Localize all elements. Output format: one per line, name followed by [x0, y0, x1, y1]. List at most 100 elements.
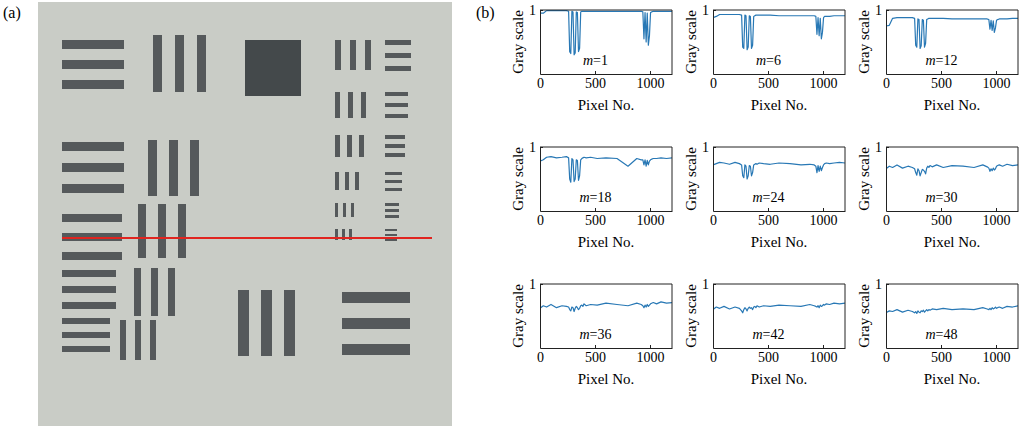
- x-tick-label: 0: [537, 213, 544, 228]
- annotation-symbol: m: [579, 327, 589, 342]
- target-bar: [62, 163, 124, 172]
- x-tick-label: 500: [585, 350, 606, 365]
- x-tick: 500: [585, 208, 606, 228]
- y-tick-mark: [713, 147, 716, 148]
- panel-label: (a): [3, 4, 21, 22]
- y-tick-mark: [886, 10, 889, 11]
- x-tick-mark: [650, 71, 651, 74]
- x-tick: 500: [585, 71, 606, 91]
- x-tick-label: 0: [710, 350, 717, 365]
- target-bar: [365, 40, 371, 70]
- plot-frame: [540, 284, 672, 348]
- x-tick: 500: [931, 345, 952, 365]
- x-tick: 1000: [637, 208, 665, 228]
- target-bars: [62, 35, 411, 360]
- profile-line: [62, 237, 432, 239]
- x-axis-line: [541, 211, 673, 212]
- target-bar: [342, 292, 410, 303]
- target-bar: [190, 140, 199, 196]
- y-tick: 1: [875, 3, 889, 18]
- x-tick-mark: [768, 345, 769, 348]
- y-tick-label: 1: [529, 277, 536, 292]
- annotation-symbol: m: [752, 190, 762, 205]
- y-tick-label: 1: [702, 140, 709, 155]
- x-tick-label: 500: [931, 350, 952, 365]
- x-tick-label: 0: [710, 213, 717, 228]
- target-bar: [361, 92, 366, 118]
- target-bar: [335, 172, 339, 190]
- y-tick-mark: [540, 10, 543, 11]
- y-tick: 1: [702, 277, 716, 292]
- target-bar: [238, 290, 249, 356]
- x-tick-mark: [996, 345, 997, 348]
- target-bar: [62, 270, 116, 277]
- target-bar: [385, 53, 411, 58]
- profile-line: [713, 162, 845, 179]
- x-tick-label: 500: [585, 76, 606, 91]
- target-bar: [345, 172, 349, 190]
- x-axis-line: [714, 74, 846, 75]
- y-axis-line: [886, 148, 887, 212]
- x-tick-mark: [595, 208, 596, 211]
- plot-area: [540, 11, 672, 55]
- plot-frame: [540, 10, 672, 74]
- target-bar: [175, 35, 184, 92]
- x-tick-label: 1000: [637, 213, 665, 228]
- target-bar: [385, 114, 408, 118]
- annotation-symbol: m: [925, 190, 935, 205]
- annotation: m=48: [925, 327, 957, 342]
- target-bar: [355, 172, 359, 190]
- y-axis-line: [713, 148, 714, 212]
- x-axis-title: Pixel No.: [578, 97, 635, 113]
- target-square: [245, 40, 301, 96]
- y-axis: 1: [702, 277, 716, 349]
- x-tick: 500: [758, 345, 779, 365]
- x-tick: 1000: [810, 208, 838, 228]
- annotation-symbol: m: [925, 327, 935, 342]
- plot-frame: [886, 284, 1018, 348]
- x-tick-label: 1000: [983, 213, 1011, 228]
- annotation-symbol: m: [579, 190, 589, 205]
- y-tick-mark: [540, 147, 543, 148]
- target-bar: [134, 268, 141, 316]
- target-bar: [62, 142, 124, 151]
- plot-area: [713, 14, 845, 49]
- y-axis: 1: [529, 277, 543, 349]
- x-tick-label: 1000: [810, 213, 838, 228]
- plot-frame: [886, 147, 1018, 211]
- annotation: m=12: [925, 53, 957, 68]
- profile-line: [886, 306, 1018, 314]
- target-bar: [343, 203, 346, 217]
- x-tick-mark: [650, 208, 651, 211]
- x-tick: 1000: [637, 71, 665, 91]
- y-tick: 1: [529, 140, 543, 155]
- panel-label: (b): [476, 4, 495, 22]
- y-tick-label: 1: [875, 277, 882, 292]
- x-tick: 1000: [983, 208, 1011, 228]
- annotation-value: =12: [936, 53, 958, 68]
- target-bar: [348, 92, 353, 118]
- target-bar: [385, 203, 399, 206]
- x-tick-label: 500: [758, 350, 779, 365]
- target-bar: [385, 144, 405, 148]
- y-axis-line: [886, 285, 887, 349]
- annotation: m=24: [752, 190, 784, 205]
- annotation-symbol: m: [583, 53, 593, 68]
- y-tick-mark: [713, 284, 716, 285]
- x-tick-mark: [595, 345, 596, 348]
- target-bar: [347, 135, 352, 157]
- y-axis-line: [540, 11, 541, 75]
- y-tick: 1: [529, 277, 543, 292]
- x-axis-line: [541, 348, 673, 349]
- y-tick-label: 1: [875, 3, 882, 18]
- y-axis-title: Gray scale: [856, 147, 872, 211]
- y-tick-mark: [713, 10, 716, 11]
- y-axis-title: Gray scale: [510, 10, 526, 74]
- target-bar: [335, 92, 340, 118]
- y-tick-label: 1: [702, 277, 709, 292]
- target-bar: [385, 92, 408, 96]
- plot-area: [713, 303, 845, 313]
- target-bar: [62, 214, 122, 222]
- target-bar: [62, 302, 116, 309]
- y-axis-line: [713, 11, 714, 75]
